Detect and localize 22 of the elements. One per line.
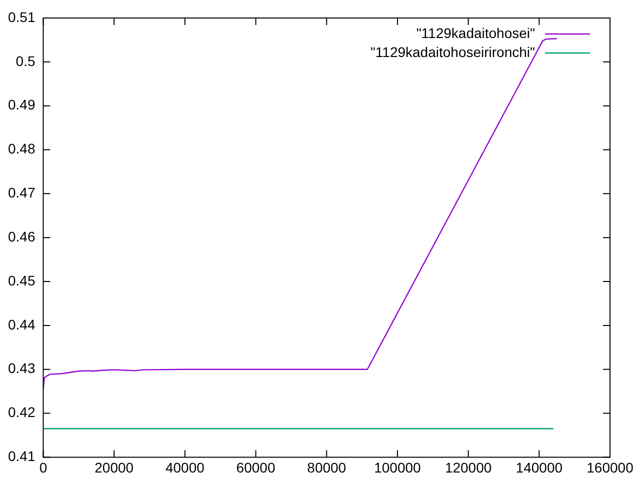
x-tick-label: 0: [39, 459, 48, 476]
y-tick-label: 0.43: [8, 360, 36, 376]
legend-label: "1129kadaitohoseirironchi": [370, 44, 536, 60]
x-tick-label: 140000: [516, 459, 563, 476]
x-tick-label: 120000: [444, 459, 492, 476]
x-tick-label: 100000: [374, 459, 422, 476]
y-tick-label: 0.47: [8, 184, 36, 201]
x-tick-label: 160000: [586, 459, 634, 476]
legend-label: "1129kadaitohosei": [416, 24, 536, 41]
y-tick-label: 0.44: [8, 316, 36, 332]
y-tick-label: 0.51: [8, 8, 36, 25]
x-tick-label: 20000: [94, 459, 134, 476]
y-tick-label: 0.42: [8, 404, 36, 420]
x-tick-label: 40000: [165, 459, 205, 476]
y-tick-label: 0.41: [8, 448, 36, 464]
y-tick-label: 0.45: [8, 272, 36, 288]
y-tick-label: 0.5: [16, 52, 36, 69]
y-tick-label: 0.49: [8, 96, 36, 113]
x-tick-label: 60000: [236, 459, 276, 476]
y-tick-label: 0.46: [8, 228, 36, 244]
x-tick-label: 80000: [307, 459, 346, 476]
y-tick-label: 0.48: [8, 140, 36, 157]
